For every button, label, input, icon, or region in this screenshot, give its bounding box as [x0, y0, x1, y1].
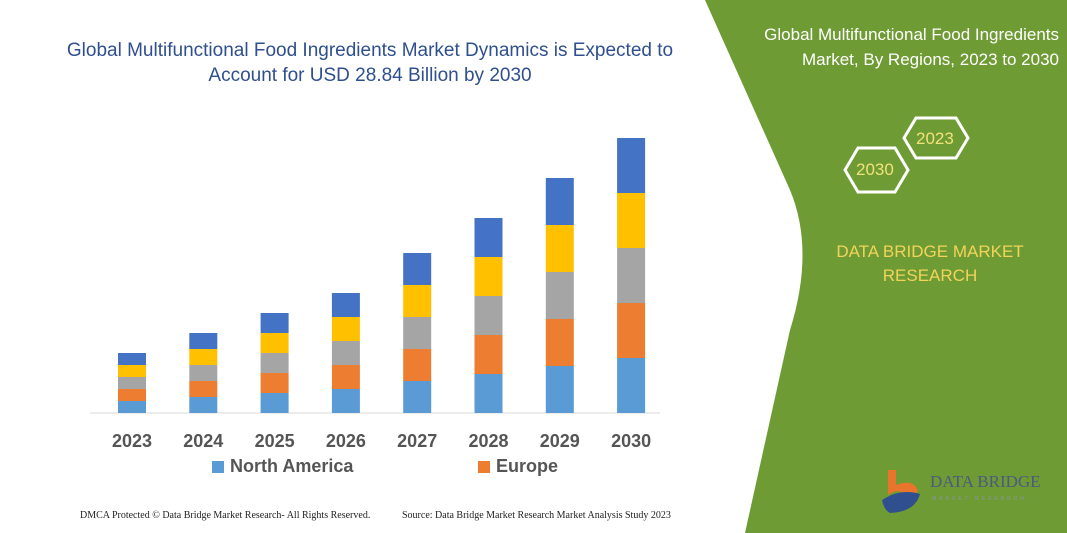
bar-segment-2027-series-4	[403, 285, 432, 317]
bar-segment-2027-series-3	[403, 317, 432, 349]
bar-segment-2029-series-5	[545, 178, 574, 225]
bar-segment-2030-series-5	[617, 138, 646, 193]
bar-segment-2026-series-5	[331, 293, 360, 317]
bar-segment-2030-series-4	[617, 193, 646, 248]
side-panel-title: Global Multifunctional Food Ingredients …	[764, 25, 1059, 69]
legend-label: Europe	[496, 456, 559, 476]
x-tick-label: 2025	[255, 431, 295, 451]
hexagon-2030	[843, 146, 910, 194]
legend-item-north-america: North America	[212, 456, 353, 477]
legend-item-europe: Europe	[478, 456, 558, 477]
bar-segment-2026-north-america	[331, 389, 360, 413]
bar-segment-2023-europe	[118, 389, 146, 401]
bar-segment-2026-europe	[331, 365, 360, 389]
bar-segment-2028-series-4	[474, 257, 503, 296]
x-tick-label: 2030	[611, 431, 651, 451]
bar-segment-2029-series-3	[545, 272, 574, 319]
x-tick-label: 2026	[326, 431, 366, 451]
x-tick-label: 2027	[397, 431, 437, 451]
bar-segment-2029-europe	[545, 319, 574, 366]
bar-segment-2025-series-5	[260, 313, 289, 333]
footer-source: Source: Data Bridge Market Research Mark…	[402, 510, 671, 521]
bar-segment-2024-europe	[189, 381, 218, 397]
hexagon-2023	[902, 116, 970, 160]
bar-segment-2030-europe	[617, 303, 646, 358]
legend-swatch	[478, 460, 490, 473]
hex-label-2023: 2023	[916, 129, 954, 148]
logo-subtext: MARKET RESEARCH	[932, 496, 1027, 502]
bar-segment-2028-series-5	[474, 218, 503, 257]
x-tick-label: 2028	[468, 431, 508, 451]
bar-segment-2023-north-america	[118, 401, 146, 413]
brand-logo-icon	[882, 470, 920, 513]
bar-segment-2023-series-3	[118, 377, 146, 389]
bar-segment-2028-europe	[474, 335, 503, 374]
bar-segment-2028-north-america	[474, 374, 503, 413]
footer-copyright: DMCA Protected © Data Bridge Market Rese…	[80, 510, 371, 521]
brand-text: DATA BRIDGE MARKET RESEARCH	[836, 242, 1024, 285]
bar-segment-2024-series-5	[189, 333, 218, 349]
legend-swatch	[212, 460, 224, 473]
bar-segment-2024-north-america	[189, 397, 218, 413]
bar-segment-2028-series-3	[474, 296, 503, 335]
bar-segment-2030-north-america	[617, 358, 646, 413]
x-tick-label: 2023	[112, 431, 152, 451]
green-side-panel	[705, 0, 1067, 533]
bar-segment-2029-series-4	[545, 225, 574, 272]
bar-segment-2024-series-4	[189, 349, 218, 365]
bar-segment-2025-europe	[260, 373, 289, 393]
legend-label: North America	[230, 456, 354, 476]
x-tick-label: 2024	[183, 431, 223, 451]
chart-title: Global Multifunctional Food Ingredients …	[66, 40, 674, 86]
bar-segment-2029-north-america	[545, 366, 574, 413]
bar-segment-2027-series-5	[403, 253, 432, 285]
bar-segment-2026-series-3	[331, 341, 360, 365]
bar-segment-2030-series-3	[617, 248, 646, 303]
bar-segment-2027-europe	[403, 349, 432, 381]
bar-segment-2023-series-4	[118, 365, 146, 377]
bar-segment-2026-series-4	[331, 317, 360, 341]
x-tick-label: 2029	[540, 431, 580, 451]
bar-segment-2025-series-4	[260, 333, 289, 353]
bar-segment-2025-series-3	[260, 353, 289, 373]
logo-text: DATA BRIDGE	[930, 472, 1041, 491]
bar-segment-2025-north-america	[260, 393, 289, 413]
bar-segment-2023-series-5	[118, 353, 146, 365]
bar-segment-2024-series-3	[189, 365, 218, 381]
bar-segment-2027-north-america	[403, 381, 432, 413]
hex-label-2030: 2030	[856, 160, 894, 179]
